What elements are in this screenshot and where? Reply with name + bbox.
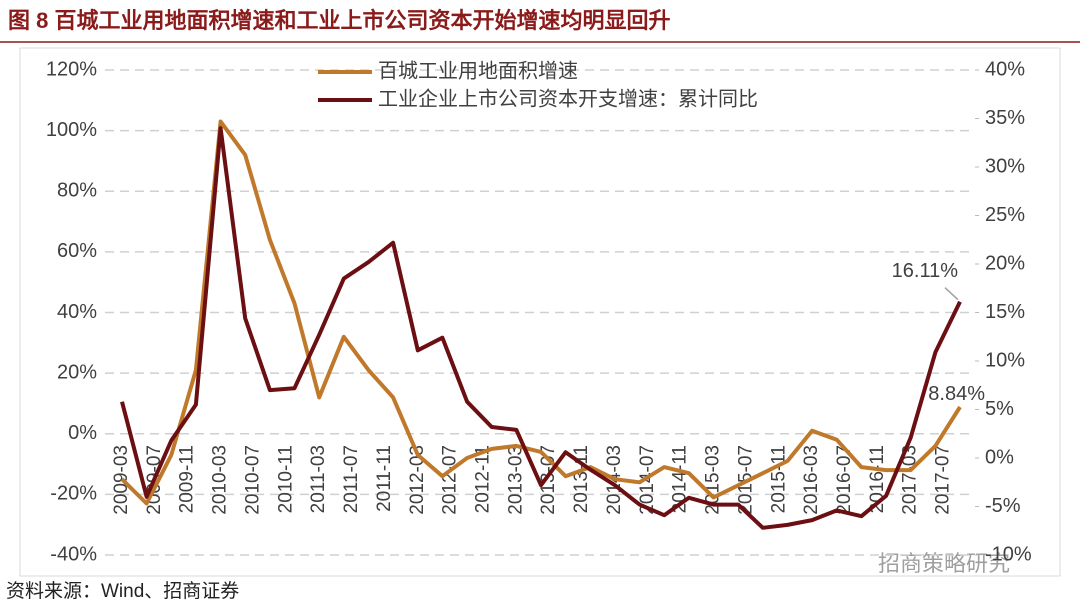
y2-tick-label: 20% bbox=[985, 252, 1025, 274]
x-tick-label: 2010-03 bbox=[210, 445, 231, 515]
y-tick-label: 100% bbox=[46, 119, 97, 141]
legend-label: 百城工业用地面积增速 bbox=[378, 59, 578, 82]
y-tick-label: 60% bbox=[57, 240, 97, 262]
y-tick-label: 20% bbox=[57, 361, 97, 383]
source: 资料来源：Wind、招商证券 bbox=[6, 580, 239, 602]
x-tick-label: 2012-11 bbox=[473, 445, 494, 513]
x-tick-label: 2013-11 bbox=[571, 445, 592, 513]
x-tick-label: 2010-07 bbox=[242, 445, 263, 515]
x-tick-label: 2016-07 bbox=[834, 445, 855, 515]
x-tick-label: 2013-07 bbox=[538, 445, 559, 515]
y2-tick-label: 35% bbox=[985, 107, 1025, 129]
x-tick-label: 2010-11 bbox=[275, 445, 296, 513]
value-label: 16.11% bbox=[892, 260, 959, 282]
x-tick-label: 2012-03 bbox=[407, 445, 428, 515]
y-tick-label: 40% bbox=[57, 301, 97, 323]
y2-tick-label: 30% bbox=[985, 155, 1025, 177]
y-tick-label: 120% bbox=[46, 58, 97, 80]
y2-tick-label: -5% bbox=[985, 495, 1021, 517]
x-tick-label: 2011-03 bbox=[308, 445, 329, 513]
x-tick-label: 2016-03 bbox=[801, 445, 822, 515]
x-tick-label: 2011-11 bbox=[374, 445, 395, 512]
value-label: 8.84% bbox=[928, 383, 985, 405]
chart-title: 图 8 百城工业用地面积增速和工业上市公司资本开始增速均明显回升 bbox=[8, 8, 670, 33]
y-tick-label: -40% bbox=[50, 543, 97, 565]
x-tick-label: 2014-11 bbox=[670, 445, 691, 513]
y2-tick-label: 40% bbox=[985, 58, 1025, 80]
legend-label: 工业企业上市公司资本开支增速：累计同比 bbox=[378, 87, 758, 110]
y2-tick-label: 5% bbox=[985, 398, 1014, 420]
label-leader bbox=[944, 287, 959, 301]
y2-tick-label: 10% bbox=[985, 349, 1025, 371]
x-tick-label: 2017-03 bbox=[900, 445, 921, 515]
y-tick-label: 0% bbox=[68, 422, 97, 444]
x-tick-label: 2009-11 bbox=[177, 445, 198, 513]
y-tick-label: -20% bbox=[50, 483, 97, 505]
x-tick-label: 2015-03 bbox=[703, 445, 724, 515]
series-line bbox=[120, 126, 962, 530]
x-tick-label: 2011-07 bbox=[341, 445, 362, 513]
y2-tick-label: 25% bbox=[985, 204, 1025, 226]
x-tick-label: 2013-03 bbox=[505, 445, 526, 515]
x-tick-label: 2015-11 bbox=[768, 445, 789, 513]
y-tick-label: 80% bbox=[57, 180, 97, 202]
plot-frame bbox=[19, 47, 1061, 577]
x-tick-label: 2012-07 bbox=[440, 445, 461, 515]
y2-tick-label: 15% bbox=[985, 301, 1025, 323]
y2-tick-label: -10% bbox=[985, 543, 1032, 565]
series-line bbox=[120, 119, 962, 506]
y2-tick-label: 0% bbox=[985, 446, 1014, 468]
x-tick-label: 2017-07 bbox=[933, 445, 954, 515]
